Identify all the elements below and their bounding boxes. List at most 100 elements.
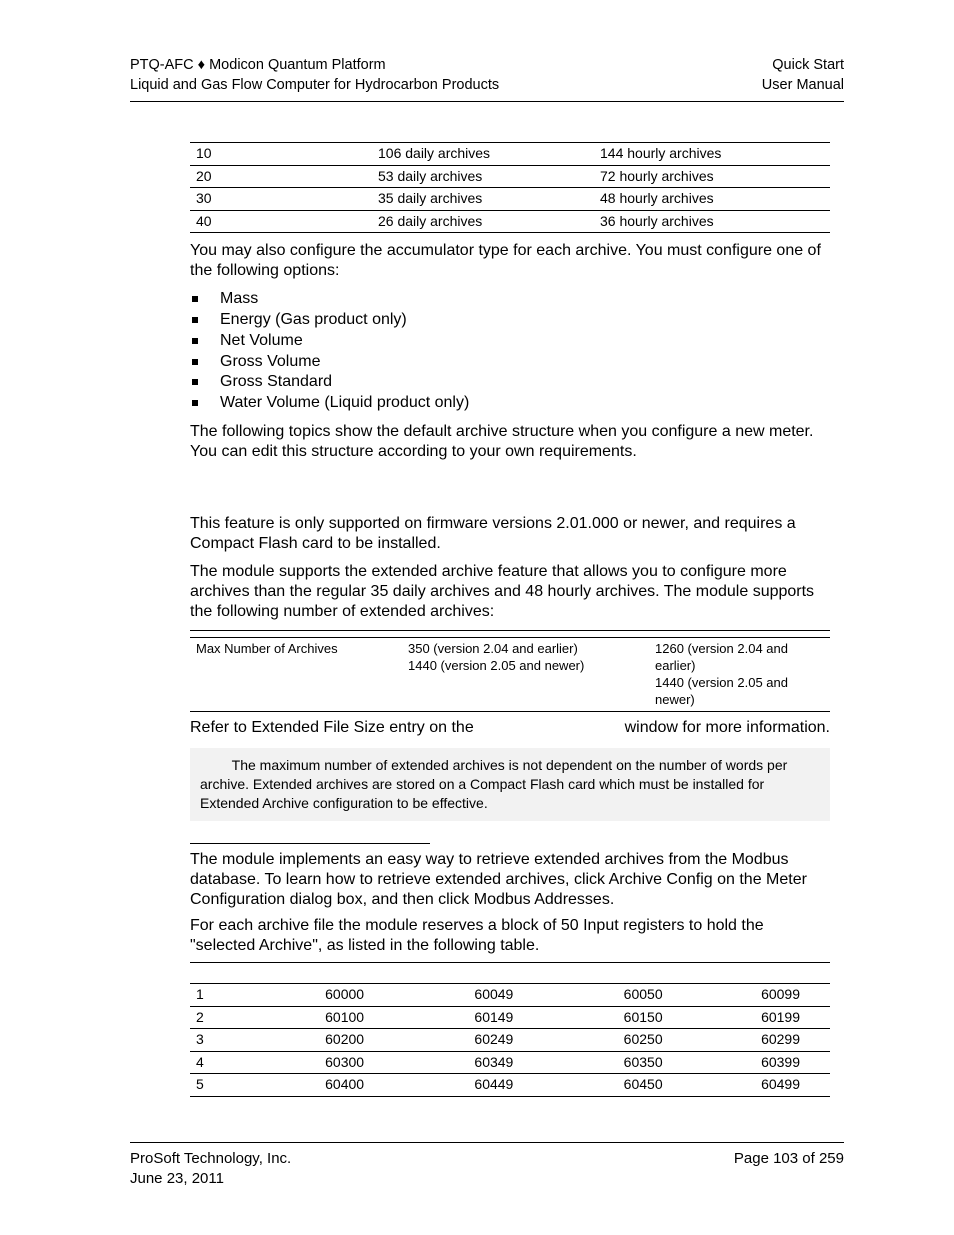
cell xyxy=(190,963,265,984)
list-item: Water Volume (Liquid product only) xyxy=(190,393,830,414)
list-item-label: Water Volume (Liquid product only) xyxy=(220,394,469,411)
cell: 72 hourly archives xyxy=(594,165,830,188)
table-row: 20 53 daily archives 72 hourly archives xyxy=(190,165,830,188)
paragraph-modbus-1: The module implements an easy way to ret… xyxy=(190,850,830,910)
square-bullet-icon xyxy=(192,359,198,365)
paragraph-refer: Refer to Extended File Size entry on the… xyxy=(190,718,830,738)
cell: 60299 xyxy=(713,1029,830,1052)
cell: 40 xyxy=(190,210,372,233)
cell: 1 xyxy=(190,984,265,1007)
cell: 10 xyxy=(190,143,372,166)
list-item: Mass xyxy=(190,289,830,310)
section-rule xyxy=(190,843,430,844)
cell: 60499 xyxy=(713,1074,830,1097)
list-item: Energy (Gas product only) xyxy=(190,310,830,331)
footer-left: ProSoft Technology, Inc. June 23, 2011 xyxy=(130,1149,291,1190)
header-right: Quick Start User Manual xyxy=(762,56,844,95)
cell: 60350 xyxy=(563,1051,712,1074)
list-item-label: Gross Volume xyxy=(220,353,320,370)
page: PTQ-AFC ♦ Modicon Quantum Platform Liqui… xyxy=(0,0,954,1235)
page-header: PTQ-AFC ♦ Modicon Quantum Platform Liqui… xyxy=(130,56,844,95)
square-bullet-icon xyxy=(192,338,198,344)
note-box: Note: The maximum number of extended arc… xyxy=(190,748,830,821)
list-item-label: Energy (Gas product only) xyxy=(220,311,407,328)
square-bullet-icon xyxy=(192,400,198,406)
cell: 60150 xyxy=(563,1006,712,1029)
cell-line: 1440 (version 2.05 and newer) xyxy=(655,675,788,707)
cell xyxy=(649,630,830,637)
cell: 60450 xyxy=(563,1074,712,1097)
cell: 30 xyxy=(190,188,372,211)
header-left-line1: PTQ-AFC ♦ Modicon Quantum Platform xyxy=(130,56,499,76)
table-row: 2 60100 60149 60150 60199 xyxy=(190,1006,830,1029)
cell: 60250 xyxy=(563,1029,712,1052)
footer-company: ProSoft Technology, Inc. xyxy=(130,1149,291,1169)
registers-table: 1 60000 60049 60050 60099 2 60100 60149 … xyxy=(190,962,830,1097)
cell: Max Number of Archives xyxy=(190,637,402,712)
cell: 60200 xyxy=(265,1029,414,1052)
cell: 3 xyxy=(190,1029,265,1052)
spacer xyxy=(130,470,844,506)
cell: 2 xyxy=(190,1006,265,1029)
cell: 4 xyxy=(190,1051,265,1074)
cell: 60400 xyxy=(265,1074,414,1097)
cell: 60399 xyxy=(713,1051,830,1074)
table-row: 4 60300 60349 60350 60399 xyxy=(190,1051,830,1074)
cell xyxy=(713,963,830,984)
cell xyxy=(265,963,414,984)
table-row: 1 60000 60049 60050 60099 xyxy=(190,984,830,1007)
table-row: 3 60200 60249 60250 60299 xyxy=(190,1029,830,1052)
cell: 36 hourly archives xyxy=(594,210,830,233)
list-item-label: Mass xyxy=(220,290,258,307)
cell: 5 xyxy=(190,1074,265,1097)
cell-line: 1440 (version 2.05 and newer) xyxy=(408,658,584,673)
header-left: PTQ-AFC ♦ Modicon Quantum Platform Liqui… xyxy=(130,56,499,95)
header-platform: Modicon Quantum Platform xyxy=(205,57,386,73)
cell xyxy=(402,630,649,637)
cell: 60099 xyxy=(713,984,830,1007)
footer-date: June 23, 2011 xyxy=(130,1169,291,1189)
header-rule xyxy=(130,101,844,102)
cell: 60049 xyxy=(414,984,563,1007)
cell: 35 daily archives xyxy=(372,188,594,211)
header-left-line2: Liquid and Gas Flow Computer for Hydroca… xyxy=(130,76,499,96)
table-row: 40 26 daily archives 36 hourly archives xyxy=(190,210,830,233)
paragraph-modbus-2: For each archive file the module reserve… xyxy=(190,916,830,956)
square-bullet-icon xyxy=(192,379,198,385)
cell: 1260 (version 2.04 and earlier) 1440 (ve… xyxy=(649,637,830,712)
cell: 60100 xyxy=(265,1006,414,1029)
cell: 60449 xyxy=(414,1074,563,1097)
square-bullet-icon xyxy=(192,317,198,323)
cell: 60000 xyxy=(265,984,414,1007)
cell: 20 xyxy=(190,165,372,188)
max-archives-table: Max Number of Archives 350 (version 2.04… xyxy=(190,630,830,713)
cell: 60050 xyxy=(563,984,712,1007)
paragraph-default-structure: The following topics show the default ar… xyxy=(190,422,830,462)
list-item-label: Net Volume xyxy=(220,332,303,349)
table-row: 10 106 daily archives 144 hourly archive… xyxy=(190,143,830,166)
square-bullet-icon xyxy=(192,296,198,302)
header-right-line2: User Manual xyxy=(762,76,844,96)
header-right-line1: Quick Start xyxy=(762,56,844,76)
cell: 48 hourly archives xyxy=(594,188,830,211)
cell: 53 daily archives xyxy=(372,165,594,188)
paragraph-accumulator: You may also configure the accumulator t… xyxy=(190,241,830,281)
list-item: Gross Standard xyxy=(190,372,830,393)
paragraph-firmware: This feature is only supported on firmwa… xyxy=(190,514,830,554)
table-row: 30 35 daily archives 48 hourly archives xyxy=(190,188,830,211)
cell-line: 350 (version 2.04 and earlier) xyxy=(408,641,578,656)
cell: 60300 xyxy=(265,1051,414,1074)
cell: 106 daily archives xyxy=(372,143,594,166)
cell xyxy=(190,630,402,637)
footer-row: ProSoft Technology, Inc. June 23, 2011 P… xyxy=(130,1149,844,1190)
note-body: The maximum number of extended archives … xyxy=(200,757,787,811)
cell-line: 1260 (version 2.04 and earlier) xyxy=(655,641,788,673)
cell: 60349 xyxy=(414,1051,563,1074)
table-header-row xyxy=(190,630,830,637)
footer-rule xyxy=(130,1142,844,1143)
cell: 350 (version 2.04 and earlier) 1440 (ver… xyxy=(402,637,649,712)
accumulator-options-list: Mass Energy (Gas product only) Net Volum… xyxy=(190,289,830,414)
list-item-label: Gross Standard xyxy=(220,373,332,390)
cell: 26 daily archives xyxy=(372,210,594,233)
refer-text-b: window for more information. xyxy=(625,718,830,738)
